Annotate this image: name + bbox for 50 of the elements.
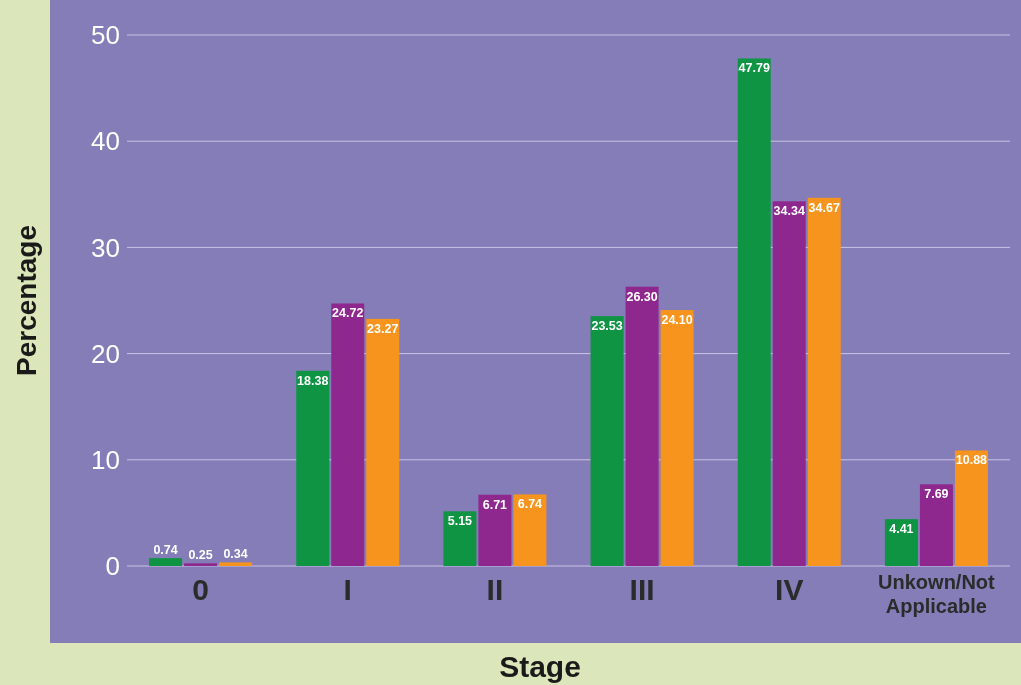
y-tick-label: 40 <box>91 126 120 157</box>
bar <box>331 303 365 566</box>
text: 0.34 <box>223 547 248 562</box>
x-tick-label: Unkown/Not Applicable <box>878 571 996 617</box>
text: 34.34 <box>773 204 805 219</box>
bar <box>149 558 183 566</box>
bar <box>478 494 512 566</box>
y-tick-label: 20 <box>91 338 120 369</box>
text: 5.15 <box>447 514 473 529</box>
x-tick-label: III <box>629 573 655 606</box>
text: 34.67 <box>808 200 840 215</box>
bar <box>219 562 253 566</box>
text: 4.41 <box>889 522 914 537</box>
bar <box>513 494 547 566</box>
text: 6.74 <box>517 497 543 512</box>
text: 24.72 <box>332 306 364 321</box>
x-tick-label: 0 <box>192 573 209 606</box>
bar <box>660 310 694 566</box>
bar <box>443 511 477 566</box>
y-tick-label: 10 <box>91 444 120 475</box>
bar <box>919 484 953 566</box>
bar <box>954 450 988 566</box>
text: 23.27 <box>367 321 399 336</box>
bar <box>884 519 918 566</box>
text: 6.71 <box>482 497 508 512</box>
text: 24.10 <box>661 313 693 328</box>
bar <box>807 197 841 566</box>
x-tick-label: IV <box>775 573 804 606</box>
bar <box>184 563 218 566</box>
x-tick-label: II <box>486 573 504 606</box>
text: 47.79 <box>738 61 770 76</box>
y-tick-label: 30 <box>91 232 120 263</box>
x-tick-label: I <box>343 573 352 606</box>
text: 26.30 <box>626 289 658 304</box>
bar <box>366 318 400 566</box>
bar <box>737 58 771 566</box>
x-axis-title: Stage <box>499 650 581 683</box>
text: 18.38 <box>297 373 329 388</box>
text: 0.25 <box>188 548 213 563</box>
text: 10.88 <box>955 453 988 468</box>
text: 0.74 <box>153 543 178 558</box>
y-tick-label: 50 <box>91 20 120 51</box>
bar <box>625 286 659 566</box>
bar <box>772 201 806 566</box>
bar <box>296 370 330 566</box>
y-tick-label: 0 <box>105 551 120 582</box>
bar <box>590 316 624 566</box>
text: 23.53 <box>591 319 623 334</box>
y-axis-title: Percentage <box>11 225 42 376</box>
text: 7.69 <box>924 487 949 502</box>
